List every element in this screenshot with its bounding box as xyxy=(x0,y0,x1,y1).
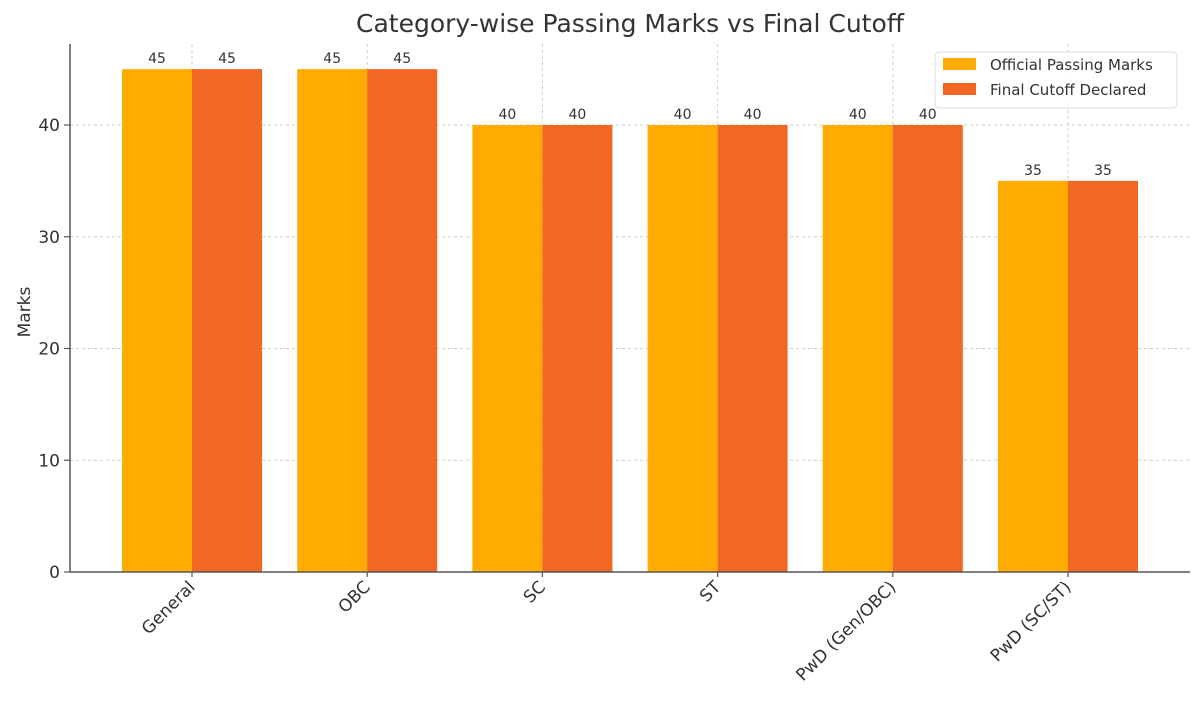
y-tick-label: 20 xyxy=(38,340,60,360)
bar-official-passing-marks xyxy=(297,69,368,572)
bar-value-label: 45 xyxy=(148,51,166,67)
bars: 45 45 45 45 40 40 40 40 40 40 35 35 xyxy=(122,51,1138,572)
legend-swatch xyxy=(943,83,976,95)
y-axis-label: Marks xyxy=(15,286,35,337)
legend-swatch xyxy=(943,58,976,70)
y-tick-label: 40 xyxy=(38,116,60,136)
bar-value-label: 40 xyxy=(568,107,586,123)
bar-value-label: 40 xyxy=(674,107,692,123)
bar-value-label: 45 xyxy=(323,51,341,67)
x-category-label: ST xyxy=(696,577,726,607)
legend: Official Passing Marks Final Cutoff Decla… xyxy=(934,51,1178,109)
x-category-label: PwD (SC/ST) xyxy=(987,577,1076,666)
bar-value-label: 35 xyxy=(1094,163,1112,179)
bar-final-cutoff-declared xyxy=(542,125,613,572)
x-category-label: OBC xyxy=(335,577,375,617)
bar-value-label: 40 xyxy=(498,107,516,123)
bar-official-passing-marks xyxy=(472,125,543,572)
bar-value-label: 45 xyxy=(393,51,411,67)
bar-final-cutoff-declared xyxy=(367,69,438,572)
bar-value-label: 35 xyxy=(1024,163,1042,179)
bar-official-passing-marks xyxy=(998,180,1068,572)
bar-final-cutoff-declared xyxy=(1068,180,1138,572)
bar-value-label: 40 xyxy=(849,107,867,123)
bar-final-cutoff-declared xyxy=(892,125,963,572)
chart-title: Category-wise Passing Marks vs Final Cut… xyxy=(356,9,905,38)
y-tick-label: 0 xyxy=(49,563,60,583)
legend-box xyxy=(934,51,1178,109)
bar-value-label: 40 xyxy=(744,107,762,123)
bar-final-cutoff-declared xyxy=(192,69,262,572)
bar-final-cutoff-declared xyxy=(717,125,788,572)
legend-label: Official Passing Marks xyxy=(990,56,1153,74)
y-tick-label: 30 xyxy=(38,228,60,248)
x-category-label: PwD (Gen/OBC) xyxy=(792,577,900,685)
y-tick-label: 10 xyxy=(38,451,60,471)
x-category-label: General xyxy=(138,577,200,639)
x-category-label: SC xyxy=(520,577,550,607)
legend-label: Final Cutoff Declared xyxy=(990,81,1146,99)
bar-official-passing-marks xyxy=(122,69,192,572)
bar-value-label: 45 xyxy=(218,51,236,67)
bar-official-passing-marks xyxy=(822,125,893,572)
bar-value-label: 40 xyxy=(919,107,937,123)
bar-official-passing-marks xyxy=(647,125,718,572)
